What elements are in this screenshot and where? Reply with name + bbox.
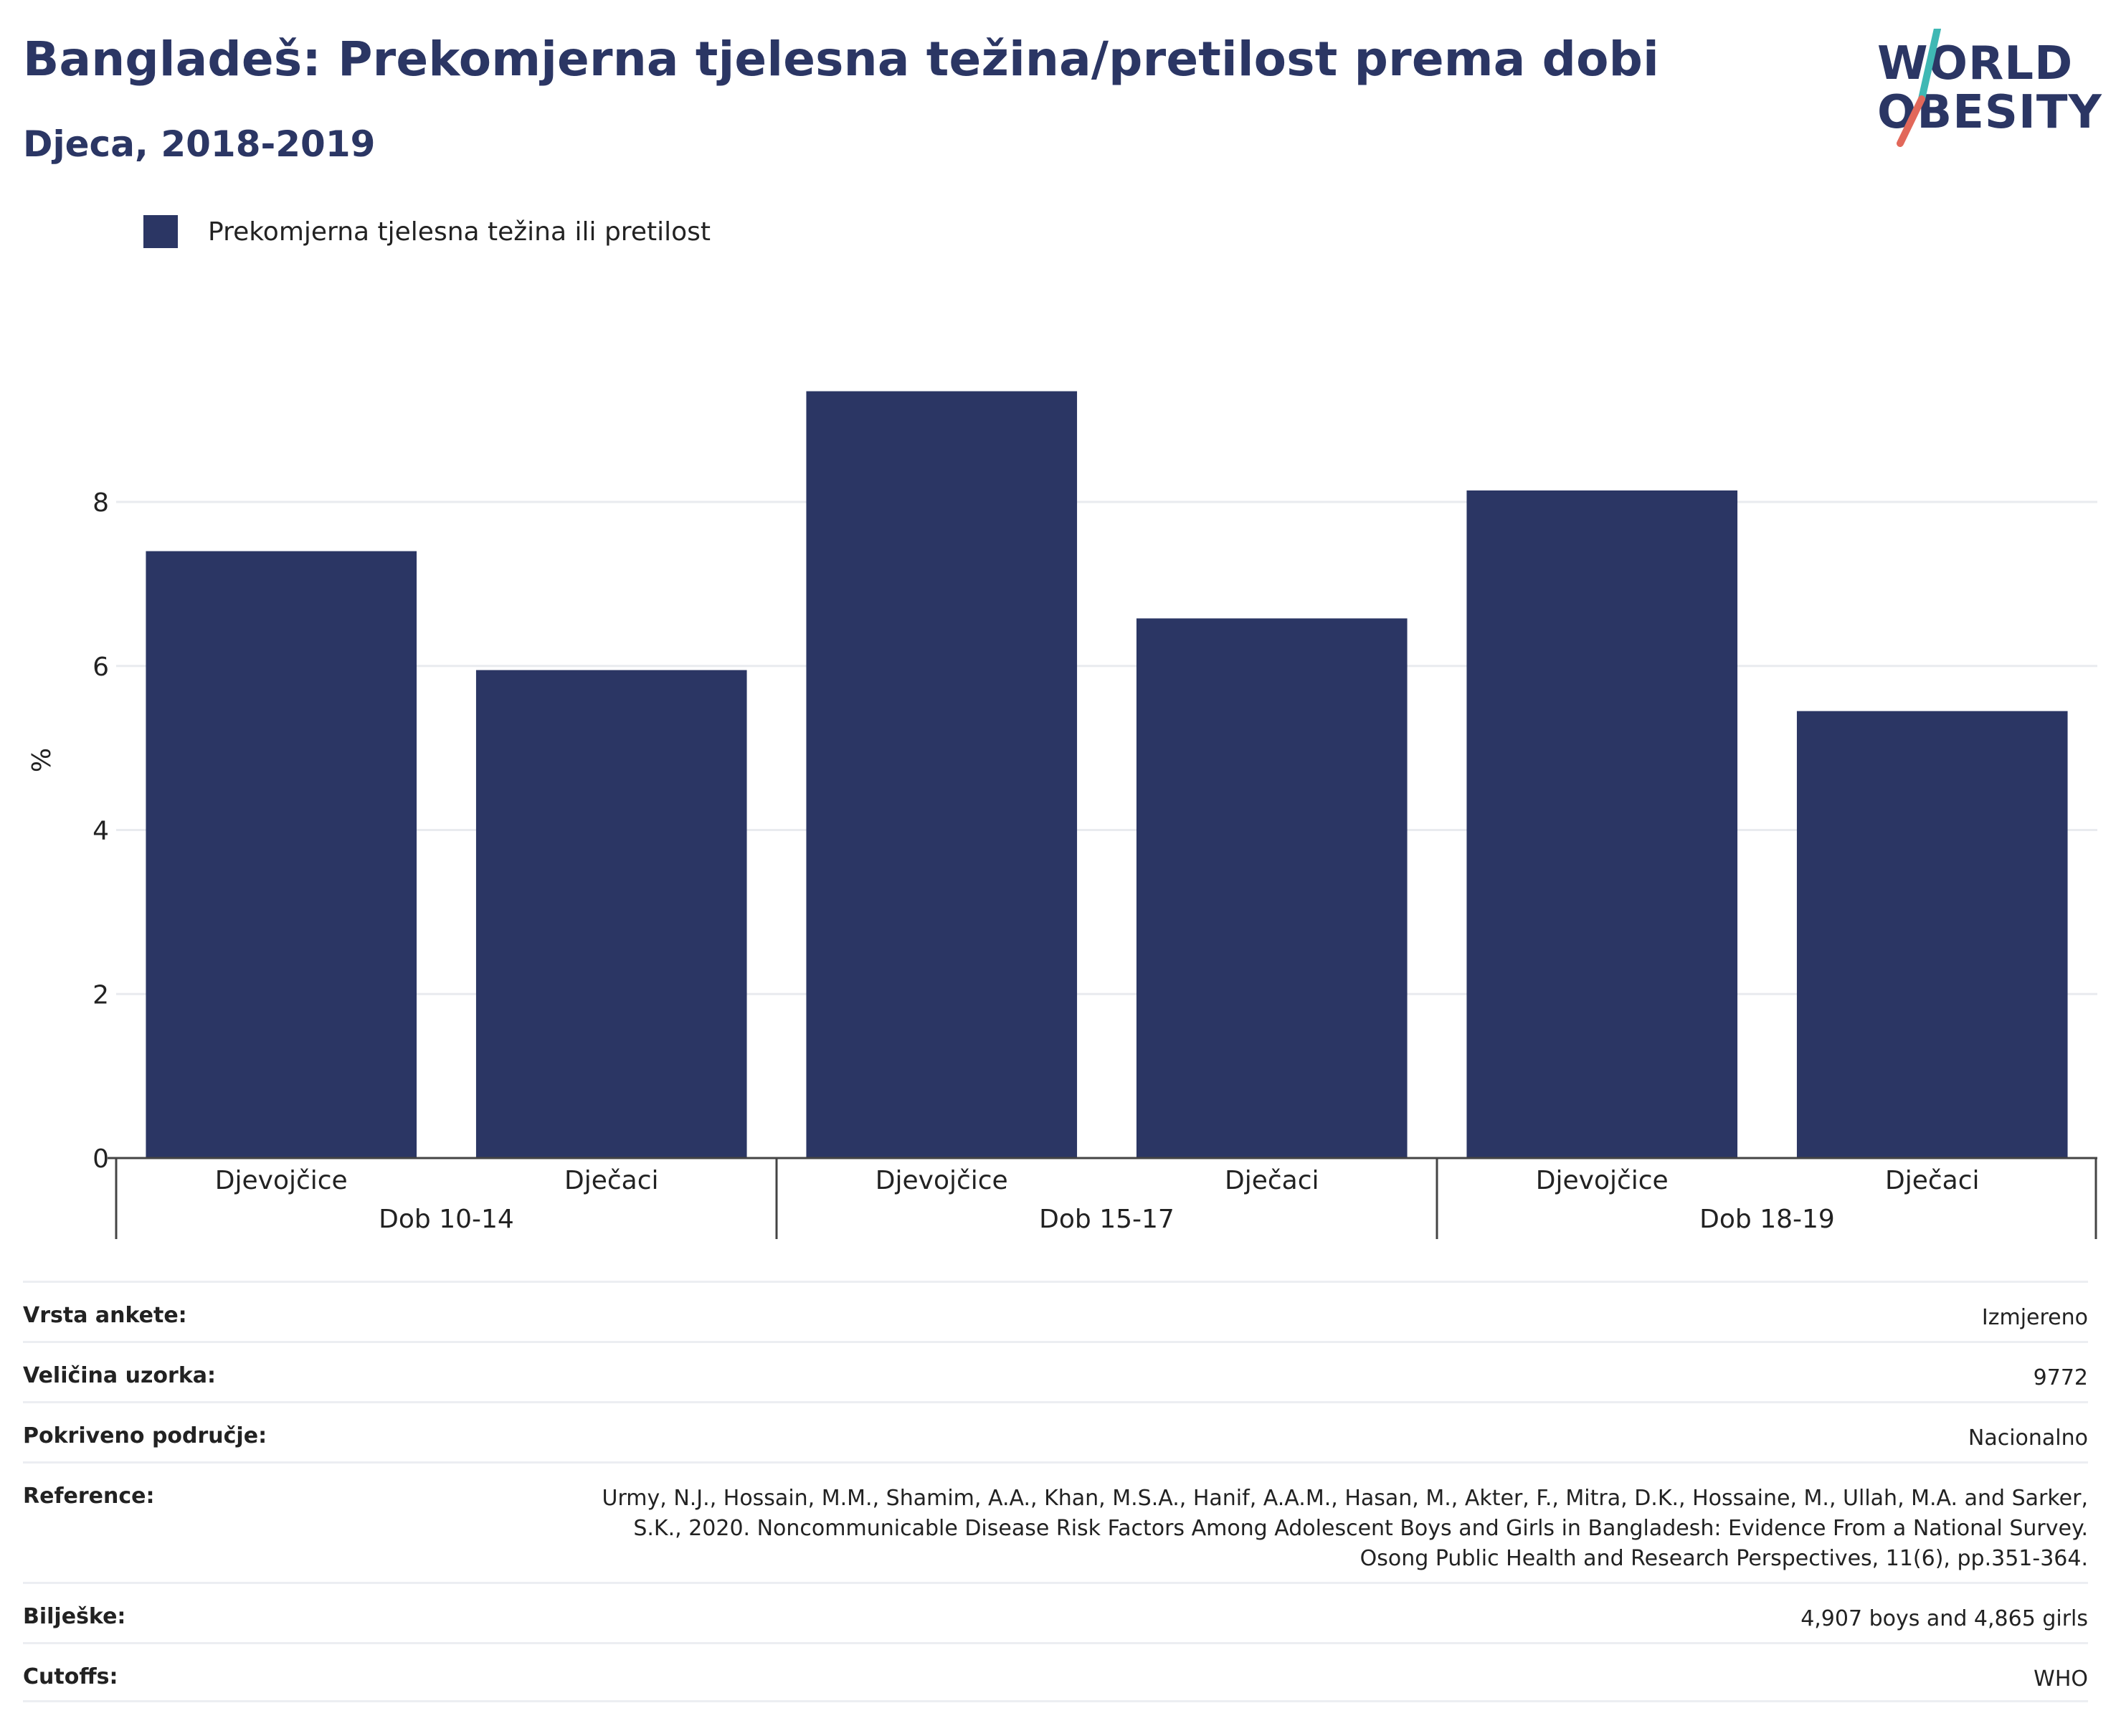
bar bbox=[146, 551, 417, 1158]
info-key: Veličina uzorka: bbox=[23, 1363, 217, 1388]
info-row-reference: Reference: Urmy, N.J., Hossain, M.M., Sh… bbox=[23, 1461, 2088, 1582]
info-key: Bilješke: bbox=[23, 1604, 126, 1629]
x-tick-label: Djevojčice bbox=[1536, 1166, 1669, 1195]
info-row-survey-type: Vrsta ankete: Izmjereno bbox=[23, 1281, 2088, 1341]
info-value: Nacionalno bbox=[1968, 1426, 2088, 1451]
bar bbox=[806, 391, 1078, 1158]
y-tick-label: 2 bbox=[92, 980, 109, 1010]
y-tick-label: 4 bbox=[92, 817, 109, 846]
bar bbox=[1796, 711, 2068, 1158]
world-obesity-logo: WORLD OBESITY bbox=[1864, 29, 2108, 158]
y-tick-label: 6 bbox=[92, 653, 109, 682]
info-key: Vrsta ankete: bbox=[23, 1303, 187, 1328]
x-tick-label: Dječaci bbox=[564, 1166, 659, 1195]
chart-title: Bangladeš: Prekomjerna tjelesna težina/p… bbox=[23, 32, 1659, 87]
info-value: WHO bbox=[2034, 1666, 2088, 1692]
bar bbox=[1136, 618, 1408, 1158]
x-tick-label: Djevojčice bbox=[876, 1166, 1008, 1195]
x-tick-label: Dječaci bbox=[1225, 1166, 1319, 1195]
info-value: Izmjereno bbox=[1981, 1305, 2088, 1330]
y-tick-label: 0 bbox=[92, 1144, 109, 1174]
y-tick-label: 8 bbox=[92, 488, 109, 518]
legend-label: Prekomjerna tjelesna težina ili pretilos… bbox=[208, 217, 711, 247]
x-tick-label: Djevojčice bbox=[215, 1166, 348, 1195]
info-key: Reference: bbox=[23, 1484, 155, 1509]
logo-line-1: WORLD bbox=[1877, 37, 2074, 90]
bar-chart: 0 2 4 6 8% Djevojčice Dječaci Dob 10-14 Djevojči… bbox=[27, 391, 2097, 1239]
info-key: Cutoffs: bbox=[23, 1664, 118, 1689]
bar bbox=[1466, 490, 1738, 1158]
info-row-notes: Bilješke: 4,907 boys and 4,865 girls bbox=[23, 1582, 2088, 1642]
info-value: Urmy, N.J., Hossain, M.M., Shamim, A.A.,… bbox=[602, 1486, 2088, 1571]
info-row-cutoffs: Cutoffs: WHO bbox=[23, 1642, 2088, 1702]
info-value: 4,907 boys and 4,865 girls bbox=[1800, 1606, 2088, 1631]
x-group-label: Dob 15-17 bbox=[1039, 1205, 1175, 1234]
x-group-label: Dob 10-14 bbox=[379, 1205, 514, 1234]
x-group-label: Dob 18-19 bbox=[1699, 1205, 1835, 1234]
chart-subtitle: Djeca, 2018-2019 bbox=[23, 123, 376, 165]
info-row-sample-size: Veličina uzorka: 9772 bbox=[23, 1341, 2088, 1401]
logo-slash-icon bbox=[1897, 29, 1941, 147]
y-axis-label: % bbox=[27, 748, 57, 772]
info-value: 9772 bbox=[2033, 1365, 2088, 1390]
legend-swatch bbox=[143, 215, 178, 248]
x-tick-label: Dječaci bbox=[1885, 1166, 1980, 1195]
info-row-coverage: Pokriveno područje: Nacionalno bbox=[23, 1401, 2088, 1461]
survey-info-table: Vrsta ankete: Izmjereno Veličina uzorka:… bbox=[23, 1281, 2088, 1702]
info-key: Pokriveno područje: bbox=[23, 1423, 267, 1448]
legend: Prekomjerna tjelesna težina ili pretilos… bbox=[143, 214, 711, 250]
bar bbox=[475, 670, 747, 1158]
